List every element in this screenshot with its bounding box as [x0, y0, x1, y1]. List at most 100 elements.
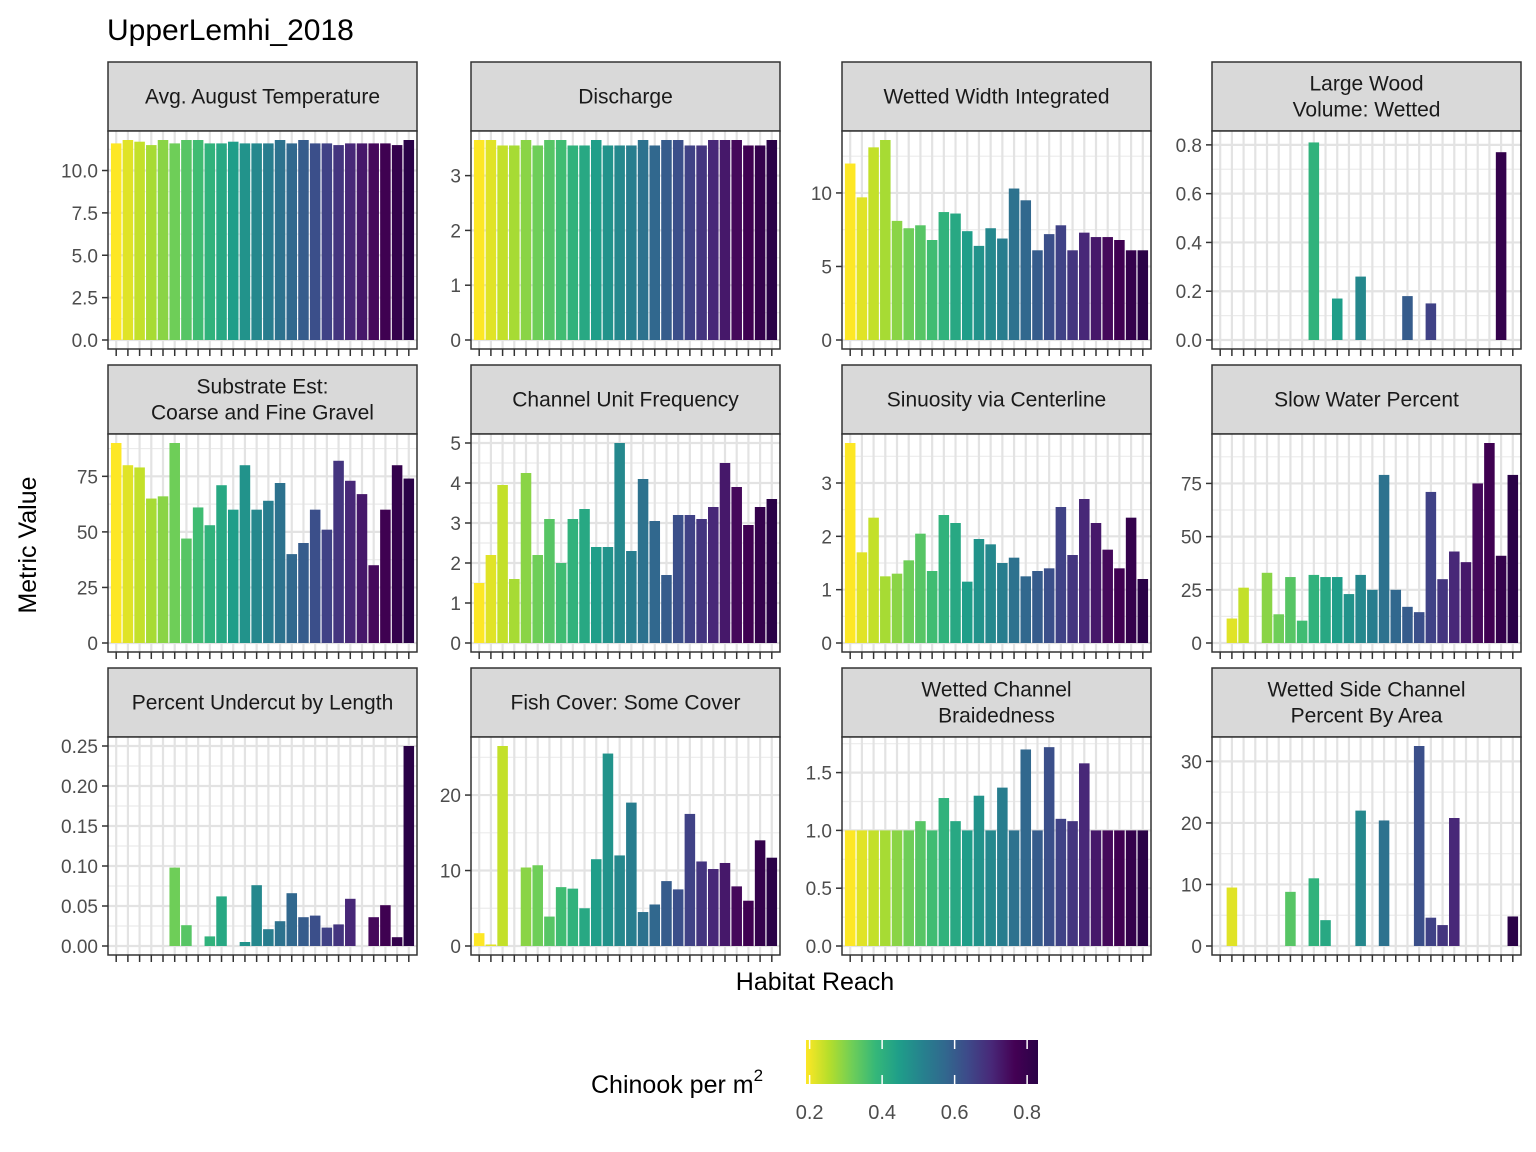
facet-panel: Large Wood Volume: Wetted 0.0 0.2 0.4 0.6 0.8	[1176, 61, 1522, 356]
y-tick-label: 0.5	[806, 879, 832, 900]
bar	[1067, 555, 1078, 643]
facet-strip-label: Channel Unit Frequency	[512, 389, 739, 412]
bar	[555, 887, 567, 946]
bar	[286, 893, 298, 946]
bar	[961, 231, 973, 340]
bar	[915, 225, 926, 340]
bar	[754, 145, 766, 340]
bar	[997, 787, 1008, 946]
y-tick-label: 2	[821, 527, 832, 548]
bar	[1378, 474, 1390, 643]
bar	[497, 746, 508, 946]
facet-panel: Avg. August Temperature 0.0 2.5 5.0 7.5 10.0	[61, 61, 418, 356]
panel-border	[1211, 433, 1522, 653]
y-tick-label: 2	[450, 554, 461, 575]
bar	[708, 507, 719, 643]
facet-strip-label: Volume: Wetted	[1293, 99, 1441, 122]
y-tick-label: 25	[77, 578, 98, 599]
bar	[903, 830, 914, 946]
bar	[1495, 555, 1507, 643]
bar	[754, 840, 766, 946]
y-tick-label: 5	[821, 257, 832, 278]
bar	[532, 865, 543, 946]
facet-strip-label: Fish Cover: Some Cover	[511, 692, 741, 715]
bar	[891, 573, 903, 643]
bar	[368, 565, 379, 643]
bar	[321, 529, 333, 643]
bar	[1285, 577, 1296, 643]
bar	[227, 509, 239, 643]
bar	[743, 145, 754, 340]
bar	[333, 145, 344, 340]
y-tick-label: 5	[450, 434, 461, 455]
bar	[614, 855, 625, 946]
panel-border	[841, 433, 1152, 653]
bar	[1425, 303, 1437, 340]
bar	[1055, 507, 1067, 643]
bar	[950, 523, 961, 643]
y-tick-label: 0.25	[61, 737, 98, 758]
bar	[868, 830, 879, 946]
bar	[169, 143, 180, 340]
bar	[520, 473, 532, 643]
bar	[915, 821, 926, 946]
bar	[555, 140, 567, 340]
bar	[1402, 606, 1413, 643]
legend-title-superscript: 2	[754, 1066, 763, 1085]
bar	[1437, 925, 1448, 946]
y-tick-label: 20	[440, 786, 461, 807]
bar	[731, 487, 742, 643]
bar	[1020, 576, 1032, 643]
y-tick-label: 2.5	[72, 289, 98, 310]
bar	[157, 496, 169, 643]
bar	[274, 921, 286, 946]
bar	[1090, 830, 1102, 946]
bar	[1507, 474, 1519, 643]
bar	[391, 145, 403, 340]
bar	[204, 525, 216, 643]
bar	[1137, 250, 1149, 340]
facet-strip-label: Discharge	[578, 86, 673, 109]
bar	[844, 830, 856, 946]
bar	[856, 552, 868, 643]
bar	[1226, 618, 1238, 643]
bar	[403, 746, 415, 946]
bar	[1102, 830, 1113, 946]
bar	[380, 905, 391, 946]
bar	[1125, 517, 1137, 643]
facet-panel: Wetted Width Integrated 0 5 10	[811, 61, 1152, 356]
facet-strip-label: Avg. August Temperature	[145, 86, 380, 109]
bar	[672, 889, 684, 946]
y-tick-label: 75	[77, 467, 98, 488]
bar	[891, 220, 903, 340]
bar	[1507, 916, 1519, 946]
bar	[614, 145, 625, 340]
y-tick-label: 50	[77, 523, 98, 544]
panel-border	[1211, 736, 1522, 956]
y-tick-label: 3	[821, 474, 832, 495]
bar	[856, 830, 868, 946]
panel-border	[470, 433, 781, 653]
bar	[239, 143, 251, 340]
bar	[345, 143, 356, 340]
panel-border	[1211, 130, 1522, 350]
bar	[333, 924, 344, 946]
bar	[766, 857, 778, 946]
bar	[626, 802, 637, 946]
bar	[637, 479, 649, 643]
facet-strip-label: Substrate Est:	[197, 376, 329, 399]
legend-tick-label: 0.8	[1013, 1102, 1041, 1124]
bar	[1032, 250, 1043, 340]
bar	[181, 140, 192, 340]
y-tick-label: 0.00	[61, 937, 98, 958]
bar	[880, 830, 891, 946]
y-tick-label: 0.6	[1176, 185, 1202, 206]
bar	[1114, 830, 1125, 946]
y-tick-label: 0	[450, 634, 461, 655]
bar	[1449, 818, 1460, 946]
bar	[1008, 830, 1020, 946]
bar	[286, 143, 298, 340]
bar	[520, 867, 532, 946]
bar	[672, 515, 684, 643]
bar	[134, 141, 145, 340]
